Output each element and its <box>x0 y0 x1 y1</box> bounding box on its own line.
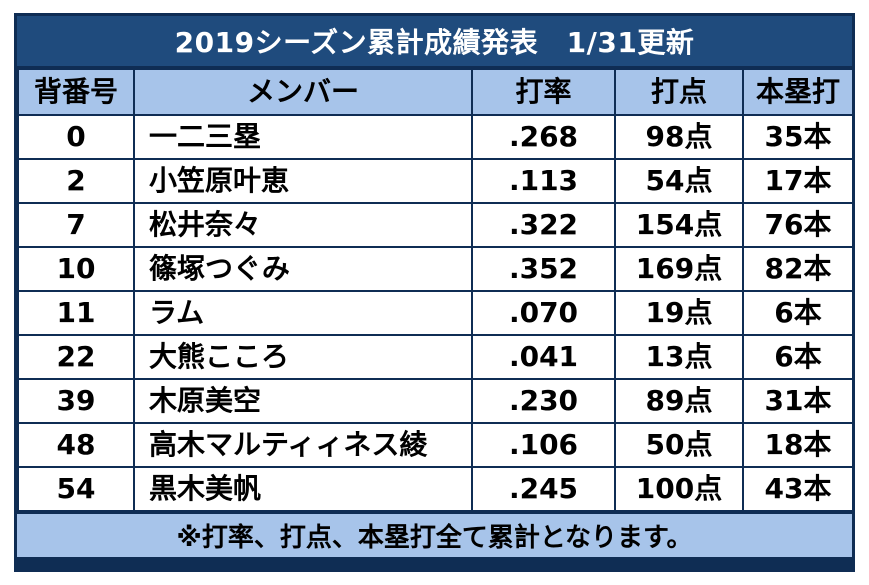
cell-rbi: 98点 <box>614 114 744 160</box>
table-row: 48 高木マルティィネス綾 .106 50点 18本 <box>17 422 854 468</box>
column-header-member: メンバー <box>133 68 473 116</box>
cell-hr: 17本 <box>742 158 854 204</box>
cell-rbi: 54点 <box>614 158 744 204</box>
cell-number: 10 <box>17 246 135 292</box>
cell-name: 小笠原叶恵 <box>133 158 473 204</box>
cell-hr: 82本 <box>742 246 854 292</box>
table-row: 10 篠塚つぐみ .352 169点 82本 <box>17 246 854 292</box>
cell-name: 大熊こころ <box>133 334 473 380</box>
cell-number: 7 <box>17 202 135 248</box>
column-header-avg: 打率 <box>471 68 616 116</box>
cell-name: ラム <box>133 290 473 336</box>
table-header-row: 背番号 メンバー 打率 打点 本塁打 <box>17 68 854 116</box>
cell-hr: 31本 <box>742 378 854 424</box>
cell-avg: .268 <box>471 114 616 160</box>
cell-avg: .070 <box>471 290 616 336</box>
cell-name: 木原美空 <box>133 378 473 424</box>
cell-name: 松井奈々 <box>133 202 473 248</box>
board-title: 2019シーズン累計成績発表 1/31更新 <box>17 16 852 68</box>
table-row: 7 松井奈々 .322 154点 76本 <box>17 202 854 248</box>
cell-number: 11 <box>17 290 135 336</box>
cell-avg: .352 <box>471 246 616 292</box>
cell-avg: .113 <box>471 158 616 204</box>
cell-rbi: 100点 <box>614 466 744 512</box>
cell-number: 39 <box>17 378 135 424</box>
cell-rbi: 13点 <box>614 334 744 380</box>
cell-avg: .230 <box>471 378 616 424</box>
table-row: 54 黒木美帆 .245 100点 43本 <box>17 466 854 512</box>
cell-rbi: 19点 <box>614 290 744 336</box>
cell-name: 高木マルティィネス綾 <box>133 422 473 468</box>
cell-number: 54 <box>17 466 135 512</box>
table-row: 0 一二三塁 .268 98点 35本 <box>17 114 854 160</box>
cell-rbi: 154点 <box>614 202 744 248</box>
cell-rbi: 89点 <box>614 378 744 424</box>
cell-rbi: 169点 <box>614 246 744 292</box>
footnote: ※打率、打点、本塁打全て累計となります。 <box>17 512 852 557</box>
cell-number: 0 <box>17 114 135 160</box>
cell-avg: .106 <box>471 422 616 468</box>
cell-number: 2 <box>17 158 135 204</box>
cell-hr: 18本 <box>742 422 854 468</box>
cell-avg: .245 <box>471 466 616 512</box>
stats-table: 背番号 メンバー 打率 打点 本塁打 0 一二三塁 .268 98点 35本 2… <box>17 68 854 512</box>
cell-hr: 35本 <box>742 114 854 160</box>
cell-number: 22 <box>17 334 135 380</box>
cell-name: 篠塚つぐみ <box>133 246 473 292</box>
table-row: 22 大熊こころ .041 13点 6本 <box>17 334 854 380</box>
cell-avg: .322 <box>471 202 616 248</box>
cell-number: 48 <box>17 422 135 468</box>
column-header-hr: 本塁打 <box>742 68 854 116</box>
table-row: 11 ラム .070 19点 6本 <box>17 290 854 336</box>
column-header-rbi: 打点 <box>614 68 744 116</box>
cell-rbi: 50点 <box>614 422 744 468</box>
cell-hr: 6本 <box>742 334 854 380</box>
cell-avg: .041 <box>471 334 616 380</box>
cell-hr: 76本 <box>742 202 854 248</box>
cell-hr: 43本 <box>742 466 854 512</box>
cell-name: 一二三塁 <box>133 114 473 160</box>
cell-hr: 6本 <box>742 290 854 336</box>
table-row: 2 小笠原叶恵 .113 54点 17本 <box>17 158 854 204</box>
column-header-number: 背番号 <box>17 68 135 116</box>
stats-board: 2019シーズン累計成績発表 1/31更新 背番号 メンバー 打率 打点 本塁打… <box>14 13 855 572</box>
table-row: 39 木原美空 .230 89点 31本 <box>17 378 854 424</box>
cell-name: 黒木美帆 <box>133 466 473 512</box>
